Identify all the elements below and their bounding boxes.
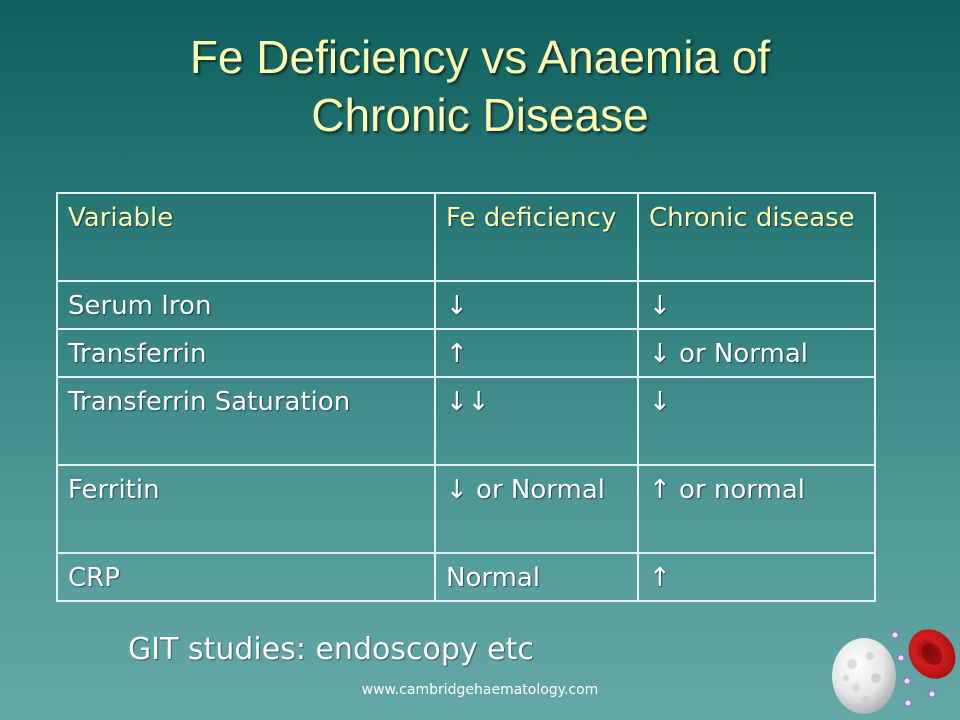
row-variable: CRP (56, 552, 436, 602)
row-chronic-disease: ↓ (637, 376, 876, 466)
white-blood-cell-icon (832, 638, 896, 714)
row-chronic-disease: ↑ or normal (637, 464, 876, 554)
comparison-table: Variable Fe deficiency Chronic disease S… (56, 192, 876, 602)
row-fe-deficiency: ↓ (434, 280, 639, 330)
table-header-row: Variable Fe deficiency Chronic disease (56, 192, 876, 282)
footer-url: www.cambridgehaematology.com (361, 682, 599, 698)
header-chronic-disease: Chronic disease (637, 192, 876, 282)
title-line-2: Chronic Disease (311, 89, 649, 141)
row-variable: Ferritin (56, 464, 436, 554)
row-chronic-disease: ↓ (637, 280, 876, 330)
blood-cells-illustration (832, 629, 956, 714)
row-fe-deficiency: Normal (434, 552, 639, 602)
header-fe-deficiency: Fe deficiency (434, 192, 639, 282)
row-fe-deficiency: ↑ (434, 328, 639, 378)
table-row: Transferrin Saturation ↓↓ ↓ (56, 376, 876, 466)
row-chronic-disease: ↑ (637, 552, 876, 602)
row-variable: Transferrin (56, 328, 436, 378)
row-chronic-disease: ↓ or Normal (637, 328, 876, 378)
row-fe-deficiency: ↓ or Normal (434, 464, 639, 554)
slide-title: Fe Deficiency vs Anaemia of Chronic Dise… (0, 28, 960, 144)
platelet-icon (890, 630, 937, 708)
header-variable: Variable (56, 192, 436, 282)
red-blood-cell-icon (908, 629, 956, 679)
git-studies-note: GIT studies: endoscopy etc (128, 632, 534, 667)
row-variable: Transferrin Saturation (56, 376, 436, 466)
row-fe-deficiency: ↓↓ (434, 376, 639, 466)
table-row: Serum Iron ↓ ↓ (56, 280, 876, 330)
title-line-1: Fe Deficiency vs Anaemia of (189, 31, 771, 83)
table-row: Transferrin ↑ ↓ or Normal (56, 328, 876, 378)
table-row: CRP Normal ↑ (56, 552, 876, 602)
table-row: Ferritin ↓ or Normal ↑ or normal (56, 464, 876, 554)
row-variable: Serum Iron (56, 280, 436, 330)
